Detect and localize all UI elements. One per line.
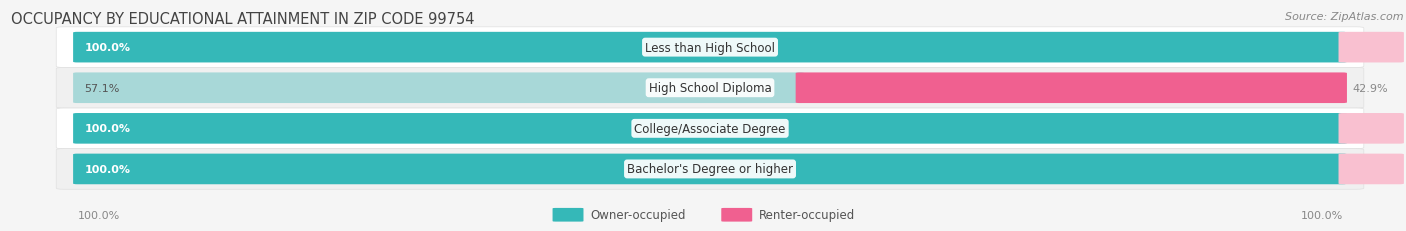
Text: College/Associate Degree: College/Associate Degree (634, 122, 786, 135)
FancyBboxPatch shape (56, 28, 1364, 68)
FancyBboxPatch shape (73, 154, 1347, 184)
FancyBboxPatch shape (73, 113, 1347, 144)
FancyBboxPatch shape (73, 73, 804, 103)
Text: 100.0%: 100.0% (77, 210, 120, 220)
Text: Renter-occupied: Renter-occupied (759, 208, 855, 221)
Text: Less than High School: Less than High School (645, 41, 775, 55)
FancyBboxPatch shape (721, 208, 752, 222)
FancyBboxPatch shape (73, 33, 1347, 63)
Text: 100.0%: 100.0% (84, 124, 131, 134)
FancyBboxPatch shape (56, 109, 1364, 149)
Text: Owner-occupied: Owner-occupied (591, 208, 686, 221)
FancyBboxPatch shape (56, 149, 1364, 189)
FancyBboxPatch shape (553, 208, 583, 222)
Text: Bachelor's Degree or higher: Bachelor's Degree or higher (627, 163, 793, 176)
Text: 100.0%: 100.0% (1301, 210, 1343, 220)
Text: Source: ZipAtlas.com: Source: ZipAtlas.com (1285, 12, 1403, 21)
Text: 57.1%: 57.1% (84, 83, 120, 93)
Text: 100.0%: 100.0% (84, 164, 131, 174)
Text: 42.9%: 42.9% (1353, 83, 1388, 93)
Text: OCCUPANCY BY EDUCATIONAL ATTAINMENT IN ZIP CODE 99754: OCCUPANCY BY EDUCATIONAL ATTAINMENT IN Z… (11, 12, 475, 27)
FancyBboxPatch shape (56, 68, 1364, 109)
FancyBboxPatch shape (1339, 154, 1403, 184)
Text: 100.0%: 100.0% (84, 43, 131, 53)
Text: High School Diploma: High School Diploma (648, 82, 772, 95)
FancyBboxPatch shape (1339, 113, 1403, 144)
FancyBboxPatch shape (796, 73, 1347, 103)
FancyBboxPatch shape (1339, 33, 1403, 63)
